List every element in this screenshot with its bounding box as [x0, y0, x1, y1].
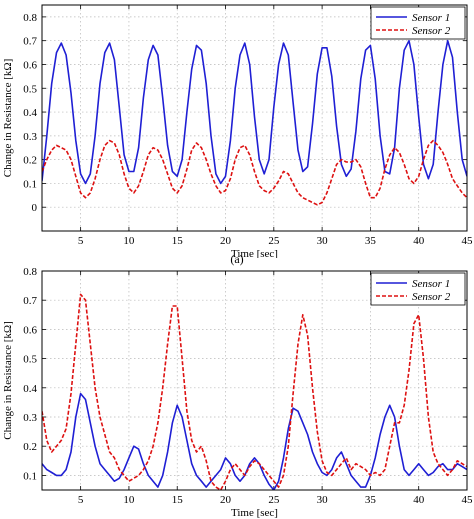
x-axis-label: Time [sec] — [231, 248, 278, 258]
legend-label-2: Sensor 2 — [412, 291, 451, 303]
plot-frame — [41, 4, 468, 232]
plot-area — [42, 271, 467, 490]
legend-box — [370, 6, 466, 40]
x-tick-label: 20 — [220, 494, 232, 506]
x-tick-label: 30 — [317, 494, 329, 506]
x-tick-label: 15 — [172, 494, 184, 506]
x-tick-label: 35 — [365, 235, 377, 247]
y-tick-label: 0.7 — [23, 36, 37, 48]
y-axis-label: Change in Resistance [kΩ] — [2, 321, 14, 439]
x-axis-label: Time [sec] — [231, 507, 278, 519]
x-tick-label: 40 — [413, 235, 425, 247]
y-tick-label: 0.3 — [23, 131, 37, 143]
legend-label-1: Sensor 1 — [412, 278, 450, 290]
series-line-1 — [42, 392, 467, 490]
y-axis-label: Change in Resistance [kΩ] — [2, 59, 14, 177]
y-tick-label: 0.6 — [23, 324, 37, 336]
y-tick-label: 0.1 — [23, 178, 37, 190]
series-line-2 — [42, 139, 467, 206]
x-tick-label: 40 — [413, 494, 425, 506]
y-tick-label: 0.5 — [23, 83, 37, 95]
x-tick-label: 10 — [123, 235, 135, 247]
x-tick-label: 35 — [365, 494, 377, 506]
y-tick-label: 0.2 — [23, 155, 37, 167]
y-tick-label: 0 — [32, 202, 38, 214]
y-tick-label: 0.8 — [23, 12, 37, 24]
x-tick-label: 20 — [220, 235, 232, 247]
series-line-2 — [42, 293, 467, 490]
y-tick-label: 0.8 — [23, 266, 37, 278]
chart-a: 5 10 15 20 25 30 35 40 45 0 0.1 0.2 0.3 0.4 0.5 0.6 0.7 0… — [2, 4, 474, 258]
caption: (a) — [230, 252, 244, 266]
plot-frame — [41, 270, 468, 491]
legend-box — [370, 272, 466, 306]
y-tick-label: 0.1 — [23, 470, 37, 482]
x-tick-label: 25 — [268, 494, 280, 506]
x-tick-label: 25 — [268, 235, 280, 247]
x-tick-label: 45 — [462, 494, 474, 506]
x-tick-label: 5 — [78, 235, 84, 247]
y-tick-label: 0.7 — [23, 295, 37, 307]
y-tick-label: 0.2 — [23, 441, 37, 453]
y-tick-label: 0.4 — [23, 383, 37, 395]
y-tick-label: 0.5 — [23, 354, 37, 366]
series-line-1 — [42, 39, 467, 185]
legend-label-1: Sensor 1 — [412, 12, 450, 24]
legend-label-2: Sensor 2 — [412, 25, 451, 37]
x-tick-label: 15 — [172, 235, 184, 247]
y-tick-label: 0.3 — [23, 412, 37, 424]
x-tick-label: 10 — [123, 494, 135, 506]
x-tick-label: 45 — [462, 235, 474, 247]
x-tick-label: 30 — [317, 235, 329, 247]
y-tick-label: 0.4 — [23, 107, 37, 119]
chart-b: 5 10 15 20 25 30 35 40 45 0.1 0.2 0.3 0.4 0.5 0.6 0.7 0.… — [2, 266, 474, 519]
x-tick-label: 5 — [78, 494, 84, 506]
y-tick-label: 0.6 — [23, 59, 37, 71]
